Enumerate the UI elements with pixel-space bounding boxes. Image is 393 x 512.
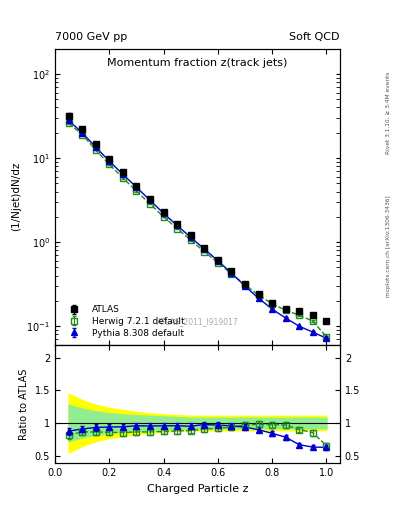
Text: ATLAS_2011_I919017: ATLAS_2011_I919017 [156,316,239,326]
Text: 7000 GeV pp: 7000 GeV pp [55,32,127,42]
Text: mcplots.cern.ch [arXiv:1306.3436]: mcplots.cern.ch [arXiv:1306.3436] [386,195,391,296]
Text: Rivet 3.1.10, ≥ 3.4M events: Rivet 3.1.10, ≥ 3.4M events [386,71,391,154]
Legend: ATLAS, Herwig 7.2.1 default, Pythia 8.308 default: ATLAS, Herwig 7.2.1 default, Pythia 8.30… [59,303,187,340]
X-axis label: Charged Particle z: Charged Particle z [147,484,248,494]
Y-axis label: Ratio to ATLAS: Ratio to ATLAS [19,369,29,440]
Text: Momentum fraction z(track jets): Momentum fraction z(track jets) [107,57,288,68]
Y-axis label: (1/Njet)dN/dz: (1/Njet)dN/dz [11,162,21,231]
Text: Soft QCD: Soft QCD [290,32,340,42]
